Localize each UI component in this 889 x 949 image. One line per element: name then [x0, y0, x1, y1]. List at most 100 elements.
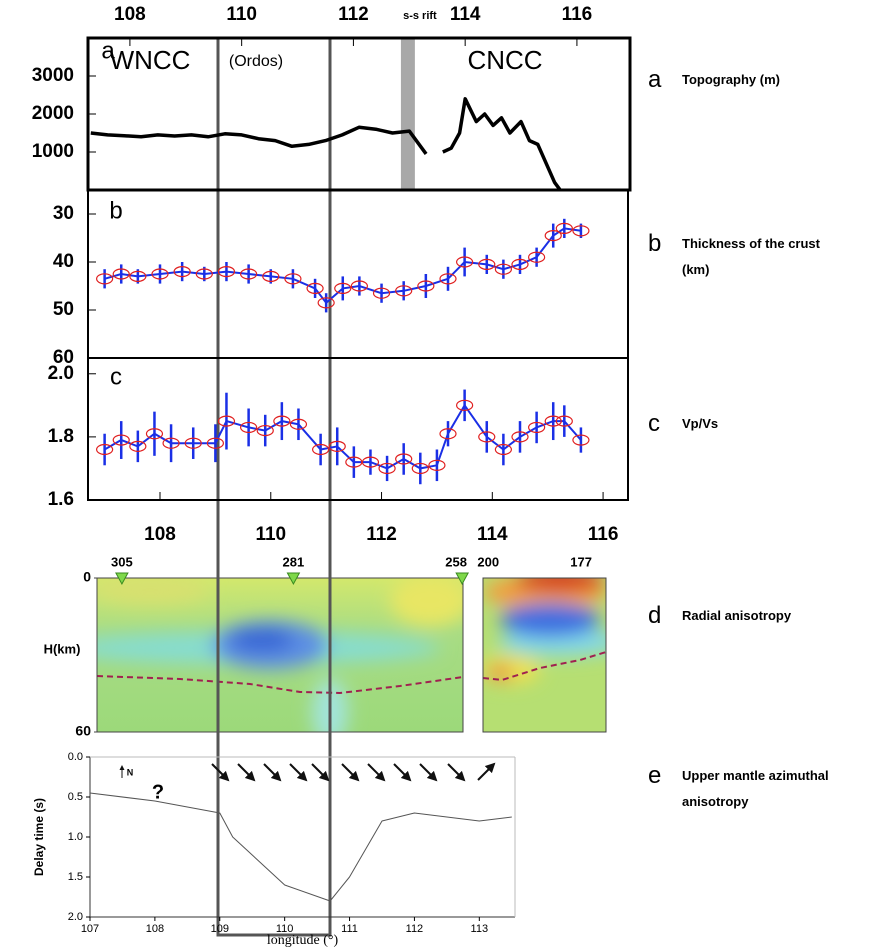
- data-point: [195, 268, 213, 280]
- x-tick-label: 110: [226, 4, 257, 25]
- moho-line: [96, 675, 464, 695]
- data-point: [129, 440, 147, 452]
- data-point: [456, 256, 474, 268]
- section-frame: [96, 577, 464, 733]
- data-point: [544, 415, 562, 427]
- y-tick-label: 40: [53, 251, 74, 272]
- data-point: [555, 415, 573, 427]
- data-point: [395, 285, 413, 297]
- y-tick-label: 3000: [32, 65, 74, 86]
- heatmap-right: [483, 578, 606, 732]
- caption-letter: b: [648, 230, 662, 257]
- data-point: [544, 230, 562, 242]
- data-point: [145, 428, 164, 440]
- data-point: [494, 263, 512, 275]
- data-line: [89, 792, 512, 902]
- data-line: [90, 97, 562, 192]
- caption-text: Thickness of the crust (km): [682, 236, 820, 277]
- data-point: [284, 273, 302, 285]
- heatmap-blob: [498, 628, 606, 656]
- y-tick-label: 0.5: [68, 791, 83, 803]
- data-point: [184, 437, 202, 449]
- panel-frame: [87, 357, 629, 501]
- x-tick-label: 107: [81, 923, 99, 935]
- data-point: [240, 421, 258, 434]
- caption: d Radial anisotropy: [648, 604, 832, 629]
- data-line: [104, 403, 582, 470]
- y-tick-label: 2.0: [68, 911, 83, 923]
- fast-axis-arrow: [311, 763, 330, 782]
- x-tick-label: 111: [341, 923, 358, 935]
- data-point: [306, 282, 324, 294]
- data-point: [439, 273, 457, 285]
- annotation: ?: [152, 781, 164, 803]
- data-point: [96, 443, 114, 456]
- data-point: [96, 273, 114, 285]
- data-point: [350, 280, 368, 292]
- y-axis-label: H(km): [44, 641, 81, 656]
- x-tick-label: 108: [144, 524, 176, 545]
- y-tick-label: 1000: [32, 141, 74, 162]
- caption-letter: e: [648, 762, 662, 789]
- station-label: 258: [445, 554, 467, 569]
- x-tick-label: 116: [562, 4, 593, 25]
- data-point: [395, 453, 413, 465]
- fast-axis-arrow: [447, 763, 466, 782]
- y-tick-label: 30: [53, 203, 74, 224]
- y-tick-label: 1.0: [68, 831, 83, 843]
- data-point: [494, 443, 512, 456]
- data-point: [256, 424, 274, 437]
- y-tick-label: 60: [53, 347, 74, 368]
- fast-axis-arrow: [341, 763, 360, 782]
- fast-axis-arrow: [477, 762, 496, 781]
- x-tick-label: 109: [211, 923, 229, 935]
- y-tick-label: 0: [83, 569, 91, 585]
- fast-axis-arrow: [237, 763, 256, 782]
- caption: e Upper mantle azimuthal anisotropy: [648, 764, 872, 815]
- caption-letter: c: [648, 410, 660, 437]
- y-tick-label: 2.0: [48, 363, 74, 384]
- annotation: WNCC: [110, 45, 191, 75]
- data-point: [572, 225, 590, 237]
- x-tick-label: 110: [255, 524, 286, 545]
- heatmap-blob: [230, 628, 294, 652]
- x-tick-label: 108: [146, 923, 164, 935]
- heatmap-blob: [515, 578, 605, 591]
- x-tick-label: 114: [450, 4, 481, 25]
- data-point: [129, 270, 147, 282]
- data-point: [217, 415, 236, 427]
- y-tick-label: 1.6: [48, 489, 74, 510]
- annotation: N: [127, 767, 134, 777]
- data-point: [528, 421, 546, 434]
- station-label: 281: [283, 554, 305, 569]
- data-point: [162, 437, 180, 449]
- x-tick-label: 116: [588, 524, 619, 545]
- data-point: [372, 287, 391, 299]
- data-point: [528, 251, 546, 263]
- panel-letter: c: [110, 363, 122, 390]
- caption: b Thickness of the crust (km): [648, 232, 822, 283]
- heatmap-blob: [97, 578, 210, 604]
- data-point: [112, 268, 130, 280]
- data-point: [417, 280, 435, 292]
- panel-letter: a: [101, 37, 115, 64]
- panel-letter: b: [109, 197, 122, 224]
- fast-axis-arrow: [211, 763, 230, 782]
- data-point: [328, 440, 346, 452]
- data-point: [478, 258, 496, 270]
- fast-axis-arrow: [263, 763, 282, 782]
- caption-text: Vp/Vs: [682, 416, 719, 431]
- x-tick-label: 112: [366, 524, 397, 545]
- y-tick-label: 50: [53, 299, 74, 320]
- caption-text: Topography (m): [682, 72, 780, 87]
- x-tick-label: 114: [477, 524, 508, 545]
- y-tick-label: 60: [75, 723, 91, 739]
- data-point: [317, 297, 335, 309]
- station-label: 177: [570, 554, 592, 569]
- data-point: [439, 428, 457, 440]
- y-tick-label: 2000: [32, 103, 74, 124]
- data-point: [572, 434, 590, 446]
- data-point: [555, 222, 573, 234]
